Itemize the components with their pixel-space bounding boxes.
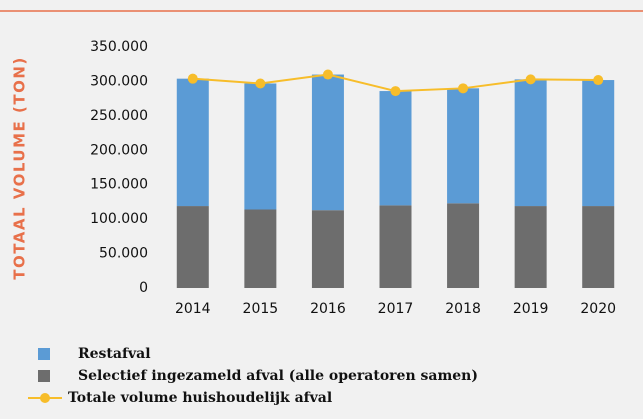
legend-label: Restafval [78,346,151,362]
bar [514,206,547,288]
y-tick-label: 50.000 [99,246,148,262]
y-axis-label: TOTAAL VOLUME (TON) [11,56,29,280]
x-tick-label: 2020 [580,301,616,317]
bar [379,91,412,206]
y-tick-label: 100.000 [90,211,148,227]
y-tick-label: 250.000 [90,108,148,124]
legend-marker [40,393,50,403]
legend-swatch [38,370,50,382]
line-marker [458,83,469,94]
line-marker [322,69,333,80]
line-marker [593,75,604,86]
x-tick-label: 2019 [513,301,549,317]
bar [176,206,209,288]
bar [447,203,480,288]
legend-label: Totale volume huishoudelijk afval [68,390,332,406]
line-marker [525,74,536,85]
y-tick-label: 0 [139,280,148,296]
bar [244,83,277,210]
bar [447,88,480,204]
y-tick-label: 200.000 [90,142,148,158]
line-marker [390,86,401,97]
bar [514,79,547,207]
bar [582,206,615,288]
x-tick-label: 2017 [378,301,414,317]
line-marker [255,78,266,89]
y-tick-label: 150.000 [90,177,148,193]
y-tick-label: 300.000 [90,73,148,89]
bar [379,205,412,288]
bar [176,78,209,207]
x-tick-label: 2016 [310,301,346,317]
legend-swatch [38,348,50,360]
bar [244,209,277,288]
x-tick-label: 2014 [175,301,211,317]
bar [582,80,615,207]
x-tick-label: 2018 [445,301,481,317]
line-marker [187,73,198,84]
y-tick-label: 350.000 [90,39,148,55]
x-tick-label: 2015 [243,301,279,317]
bar [311,210,344,288]
bar [311,74,344,211]
legend-label: Selectief ingezameld afval (alle operato… [78,368,478,384]
